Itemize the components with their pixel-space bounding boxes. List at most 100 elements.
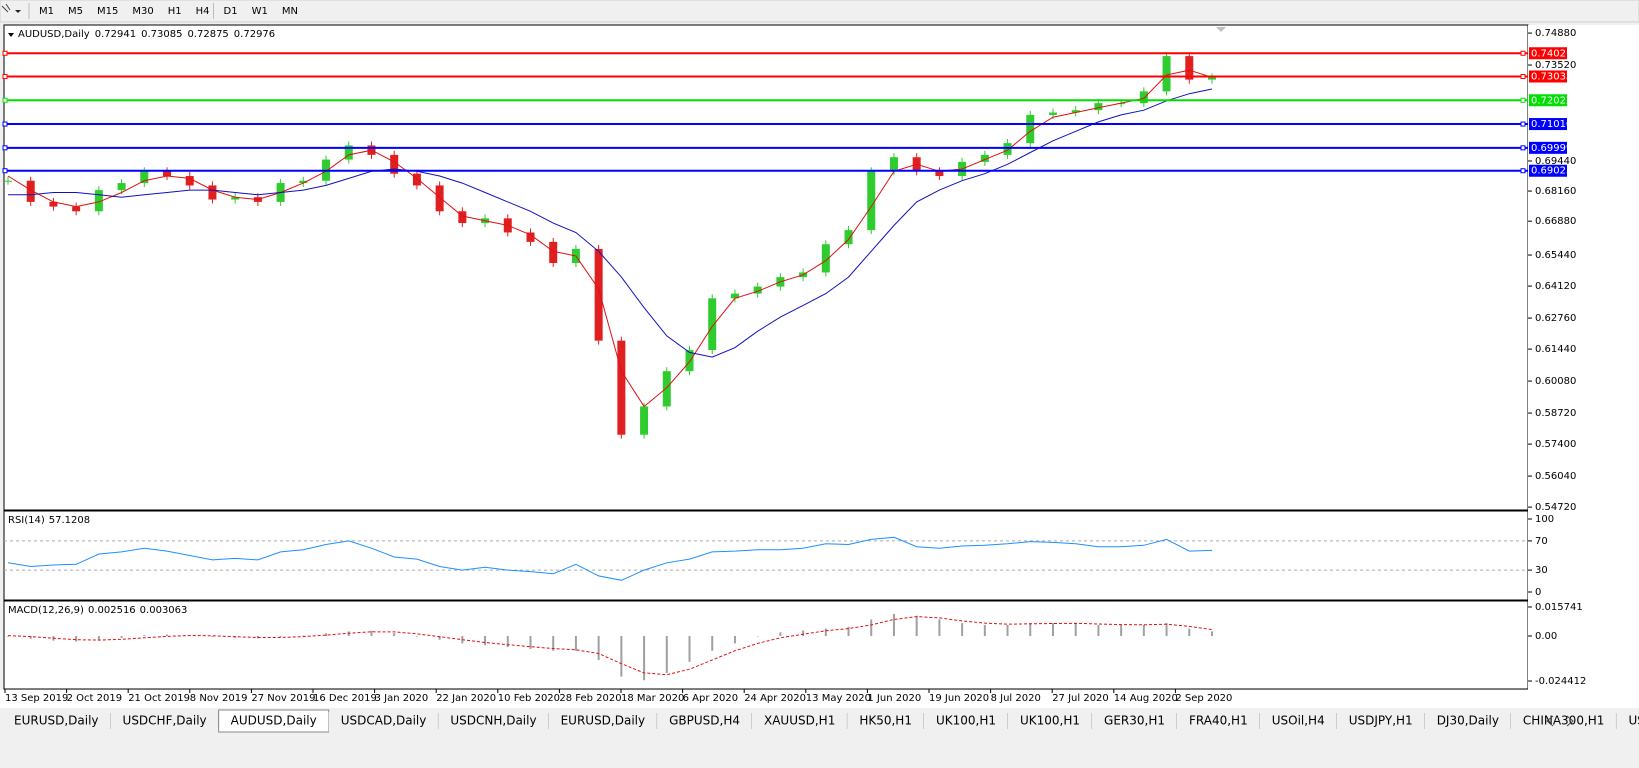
tab-scroll-left[interactable] <box>1546 715 1554 727</box>
y-tick-label: 0.56040 <box>1535 471 1576 482</box>
candle-body <box>4 180 12 182</box>
timeframe-button[interactable]: H4 <box>196 6 210 17</box>
symbol-tab[interactable]: USOil,H4 <box>1272 714 1325 728</box>
symbol-tab[interactable]: USDJPY,H1 <box>1349 714 1413 728</box>
macd-bar <box>824 628 827 637</box>
candle-body <box>821 244 830 273</box>
macd-bar <box>7 636 9 637</box>
y-tick-label: 0.64120 <box>1535 281 1576 292</box>
timeframe-button[interactable]: M15 <box>97 6 118 17</box>
macd-bar <box>1142 624 1145 637</box>
y-tick-label: 0.58720 <box>1535 408 1576 419</box>
candle-body <box>458 211 467 224</box>
candle-body <box>94 190 103 212</box>
level-handle <box>1520 168 1526 174</box>
tab-scroll-right[interactable] <box>1566 715 1574 727</box>
symbol-tab[interactable]: DJ30,Daily <box>1437 714 1499 728</box>
timeframe-button[interactable]: M1 <box>39 6 54 17</box>
candle-body <box>231 197 240 200</box>
y-tick-label: 0.65440 <box>1535 250 1576 261</box>
level-handle <box>2 145 8 151</box>
macd-signal <box>7 616 1213 676</box>
x-tick-label: 2 Sep 2020 <box>1175 693 1232 704</box>
candle-body <box>753 286 762 294</box>
symbol-tab[interactable]: USDCNH,Daily <box>450 714 536 728</box>
y-tick-label: 0.00 <box>1535 631 1557 642</box>
x-tick-label: 14 Aug 2020 <box>1114 693 1178 704</box>
macd-bar <box>665 636 668 673</box>
candle-body <box>640 406 649 435</box>
macd-bar <box>211 636 214 637</box>
macd-bar <box>166 634 169 637</box>
symbol-tab[interactable]: USOil,H1 <box>1628 714 1639 728</box>
timeframe-button[interactable]: MN <box>282 6 298 17</box>
x-tick-label: 10 Feb 2020 <box>498 693 560 704</box>
level-label: 0.69025 <box>1531 166 1572 177</box>
timeframe-button[interactable]: H1 <box>168 6 182 17</box>
toolbar <box>0 0 1639 23</box>
symbol-tab[interactable]: CHINA300,H1 <box>1523 714 1605 728</box>
y-tick-label: 0.68160 <box>1535 186 1576 197</box>
timeframe-button[interactable]: D1 <box>224 6 238 17</box>
symbol-tab[interactable]: FRA40,H1 <box>1189 714 1248 728</box>
timeframe-button[interactable]: W1 <box>252 6 268 17</box>
x-tick-label: 2 Oct 2019 <box>67 693 122 704</box>
symbol-tab[interactable]: HK50,H1 <box>859 714 912 728</box>
symbol-tab[interactable]: EURUSD,Daily <box>561 714 646 728</box>
x-tick-label: 24 Apr 2020 <box>744 693 806 704</box>
toolbar-dropdown <box>15 10 21 13</box>
symbol-tab[interactable]: GER30,H1 <box>1104 714 1165 728</box>
level-handle <box>2 97 8 103</box>
symbol-tab[interactable]: UK100,H1 <box>936 714 996 728</box>
symbol-tab[interactable]: AUDUSD,Daily <box>231 714 317 728</box>
macd-bar <box>1029 623 1032 637</box>
candle-body <box>594 248 603 341</box>
candle-body <box>1185 56 1194 80</box>
macd-bar <box>438 636 441 640</box>
candle-body <box>549 241 558 264</box>
x-tick-label: 13 Sep 2019 <box>5 693 68 704</box>
candle-body <box>435 185 444 212</box>
macd-bar <box>1211 631 1213 637</box>
candle-body <box>1071 110 1080 113</box>
macd-bar <box>393 633 396 637</box>
symbol-tab[interactable]: EURUSD,Daily <box>14 714 99 728</box>
tab-background <box>438 712 549 732</box>
candle-body <box>140 171 149 184</box>
tab-background <box>923 712 1008 732</box>
candle-body <box>662 371 671 407</box>
candle-body <box>685 350 694 372</box>
macd-bar <box>143 635 146 637</box>
quote-value: 0.72976 <box>234 29 275 40</box>
symbol-tab[interactable]: GBPUSD,H4 <box>669 714 740 728</box>
quote-value: 0.73085 <box>141 29 182 40</box>
candle-body <box>844 230 853 245</box>
tab-background <box>657 712 752 732</box>
candle-body <box>344 145 353 160</box>
level-label: 0.71010 <box>1531 119 1572 130</box>
macd-bar <box>733 636 736 644</box>
symbol-tab[interactable]: XAUUSD,H1 <box>764 714 835 728</box>
timeframe-button[interactable]: M30 <box>132 6 153 17</box>
level-label: 0.69999 <box>1531 143 1572 154</box>
timeframe-button[interactable]: M5 <box>68 6 83 17</box>
rsi-pane <box>3 510 1529 601</box>
symbol-tab[interactable]: USDCHF,Daily <box>123 714 207 728</box>
symbol-tab[interactable]: UK100,H1 <box>1020 714 1080 728</box>
tab-background <box>1092 712 1177 732</box>
macd-bar <box>983 624 986 637</box>
tab-background <box>1616 712 1639 732</box>
candle-body <box>1048 112 1057 115</box>
y-tick-label: 0.74880 <box>1535 28 1576 39</box>
symbol-title: AUDUSD,Daily <box>18 29 90 40</box>
macd-bar <box>415 636 418 637</box>
macd-bar <box>1120 624 1123 637</box>
x-tick-label: 8 Jul 2020 <box>991 693 1041 704</box>
symbol-tab[interactable]: USDCAD,Daily <box>341 714 427 728</box>
tab-background <box>1259 712 1337 732</box>
candle-body <box>117 183 126 191</box>
macd-bar <box>756 636 759 637</box>
x-tick-label: 27 Jul 2020 <box>1052 693 1109 704</box>
candle-body <box>935 171 944 177</box>
